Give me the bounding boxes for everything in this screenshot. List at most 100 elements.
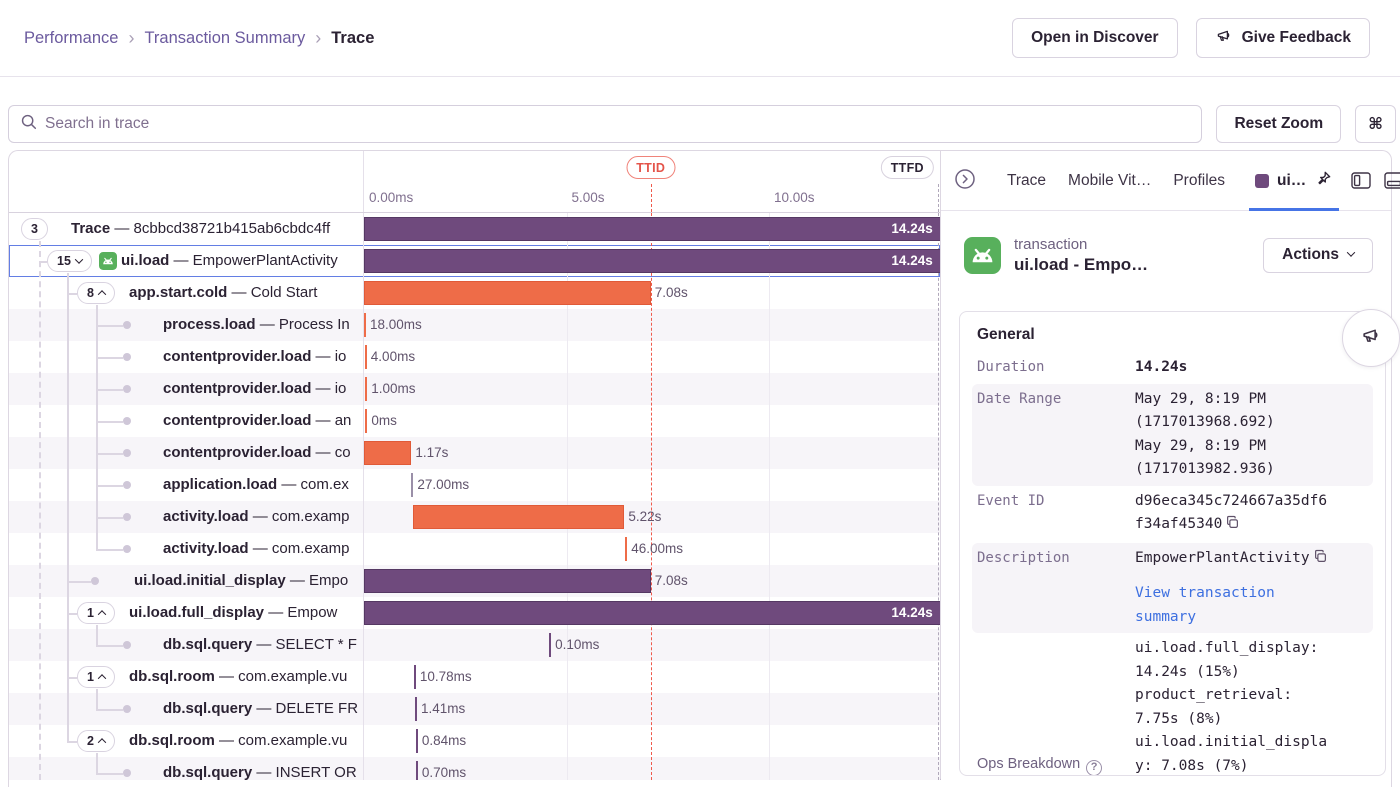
span-duration-bar[interactable]: [364, 281, 651, 305]
search-input[interactable]: [45, 115, 1191, 133]
open-in-discover-button[interactable]: Open in Discover: [1012, 18, 1178, 58]
span-bar-cell[interactable]: 1.00ms: [364, 373, 940, 405]
span-bar-cell[interactable]: 4.00ms: [364, 341, 940, 373]
span-tree-cell[interactable]: contentprovider.load — io: [9, 373, 364, 405]
tab-active-span[interactable]: ui…: [1249, 151, 1340, 211]
span-tree-cell[interactable]: 3 Trace — 8cbbcd38721b415ab6cbdc4ff: [9, 213, 364, 245]
tab-mobile-vit-[interactable]: Mobile Vit…: [1068, 171, 1152, 189]
span-bar-cell[interactable]: 5.22s: [364, 501, 940, 533]
span-duration-bar[interactable]: [364, 601, 940, 625]
span-row-db-sql-room[interactable]: 2 db.sql.room — com.example.vu 0.84ms: [9, 725, 940, 757]
span-duration-bar[interactable]: [415, 729, 418, 753]
child-count-pill[interactable]: 15: [47, 250, 92, 272]
span-row-ui-load[interactable]: 15 ui.load — EmpowerPlantActivity 14.24s: [9, 245, 940, 277]
span-tree-cell[interactable]: 15 ui.load — EmpowerPlantActivity: [9, 245, 364, 277]
span-bar-cell[interactable]: 14.24s: [364, 597, 940, 629]
copy-icon[interactable]: [1313, 549, 1328, 573]
span-row-contentprovider-load[interactable]: contentprovider.load — co 1.17s: [9, 437, 940, 469]
span-bar-cell[interactable]: 7.08s: [364, 565, 940, 597]
shortcut-button[interactable]: ⌘: [1355, 105, 1396, 143]
span-duration-bar[interactable]: [413, 665, 416, 689]
span-tree-cell[interactable]: 1 ui.load.full_display — Empow: [9, 597, 364, 629]
child-count-pill[interactable]: 2: [77, 730, 115, 752]
span-bar-cell[interactable]: 14.24s: [364, 213, 940, 245]
child-count-pill[interactable]: 1: [77, 666, 115, 688]
span-row-db-sql-query[interactable]: db.sql.query — SELECT * F 0.10ms: [9, 629, 940, 661]
span-bar-cell[interactable]: 1.17s: [364, 437, 940, 469]
span-tree-cell[interactable]: ui.load.initial_display — Empo: [9, 565, 364, 597]
span-row-activity-load[interactable]: activity.load — com.examp 5.22s: [9, 501, 940, 533]
span-tree-cell[interactable]: 8 app.start.cold — Cold Start: [9, 277, 364, 309]
span-tree-cell[interactable]: contentprovider.load — co: [9, 437, 364, 469]
feedback-fab[interactable]: [1342, 309, 1400, 367]
span-bar-cell[interactable]: 0.70ms: [364, 757, 940, 780]
span-tree-cell[interactable]: process.load — Process In: [9, 309, 364, 341]
span-duration-bar[interactable]: [365, 377, 368, 401]
span-bar-cell[interactable]: 0.84ms: [364, 725, 940, 757]
span-bar-cell[interactable]: 10.78ms: [364, 661, 940, 693]
span-duration-bar[interactable]: [415, 697, 418, 721]
help-icon[interactable]: ?: [1086, 760, 1103, 775]
search-box[interactable]: [8, 105, 1203, 143]
span-tree-cell[interactable]: 2 db.sql.room — com.example.vu: [9, 725, 364, 757]
span-tree-cell[interactable]: db.sql.query — SELECT * F: [9, 629, 364, 661]
span-duration-bar[interactable]: [365, 409, 368, 433]
span-row-app-start-cold[interactable]: 8 app.start.cold — Cold Start 7.08s: [9, 277, 940, 309]
span-duration-bar[interactable]: [549, 633, 552, 657]
span-bar-cell[interactable]: 14.24s: [364, 245, 940, 277]
actions-button[interactable]: Actions: [1263, 237, 1373, 273]
span-duration-bar[interactable]: [364, 217, 940, 241]
span-duration-bar[interactable]: [364, 345, 367, 369]
child-count-pill[interactable]: 8: [77, 282, 115, 304]
span-row-contentprovider-load[interactable]: contentprovider.load — io 1.00ms: [9, 373, 940, 405]
span-row-db-sql-room[interactable]: 1 db.sql.room — com.example.vu 10.78ms: [9, 661, 940, 693]
span-bar-cell[interactable]: 18.00ms: [364, 309, 940, 341]
span-duration-bar[interactable]: [625, 537, 628, 561]
expand-drawer-button[interactable]: [951, 165, 979, 196]
span-duration-bar[interactable]: [364, 569, 651, 593]
span-row-ui-load-initial-display[interactable]: ui.load.initial_display — Empo 7.08s: [9, 565, 940, 597]
span-bar-cell[interactable]: 46.00ms: [364, 533, 940, 565]
tab-trace[interactable]: Trace: [1007, 171, 1047, 189]
child-count-pill[interactable]: 3: [21, 218, 48, 240]
span-bar-cell[interactable]: 0ms: [364, 405, 940, 437]
span-duration-bar[interactable]: [364, 441, 412, 465]
span-tree-cell[interactable]: contentprovider.load — an: [9, 405, 364, 437]
span-row-contentprovider-load[interactable]: contentprovider.load — an 0ms: [9, 405, 940, 437]
span-tree-cell[interactable]: application.load — com.ex: [9, 469, 364, 501]
span-duration-bar[interactable]: [415, 761, 418, 780]
panel-bottom-icon[interactable]: [1382, 170, 1400, 191]
reset-zoom-button[interactable]: Reset Zoom: [1216, 105, 1342, 143]
span-bar-cell[interactable]: 1.41ms: [364, 693, 940, 725]
span-tree-cell[interactable]: 1 db.sql.room — com.example.vu: [9, 661, 364, 693]
view-transaction-summary-link[interactable]: View transaction summary: [1135, 582, 1368, 629]
span-tree-cell[interactable]: contentprovider.load — io: [9, 341, 364, 373]
span-bar-cell[interactable]: 0.10ms: [364, 629, 940, 661]
span-row-db-sql-query[interactable]: db.sql.query — DELETE FR 1.41ms: [9, 693, 940, 725]
copy-icon[interactable]: [1225, 515, 1240, 539]
child-count-pill[interactable]: 1: [77, 602, 115, 624]
span-duration-bar[interactable]: [364, 313, 366, 337]
breadcrumb-item-transaction-summary[interactable]: Transaction Summary: [144, 28, 306, 47]
span-row-application-load[interactable]: application.load — com.ex 27.00ms: [9, 469, 940, 501]
span-row-ui-load-full-display[interactable]: 1 ui.load.full_display — Empow 14.24s: [9, 597, 940, 629]
tab-profiles[interactable]: Profiles: [1173, 171, 1226, 189]
span-duration-bar[interactable]: [411, 473, 414, 497]
give-feedback-button[interactable]: Give Feedback: [1195, 18, 1370, 58]
span-bar-cell[interactable]: 27.00ms: [364, 469, 940, 501]
panel-left-icon[interactable]: [1349, 170, 1373, 191]
span-duration-bar[interactable]: [413, 505, 625, 529]
span-bar-cell[interactable]: 7.08s: [364, 277, 940, 309]
span-tree-cell[interactable]: db.sql.query — INSERT OR: [9, 757, 364, 780]
span-tree-cell[interactable]: db.sql.query — DELETE FR: [9, 693, 364, 725]
span-row-db-sql-query[interactable]: db.sql.query — INSERT OR 0.70ms: [9, 757, 940, 780]
span-row-activity-load[interactable]: activity.load — com.examp 46.00ms: [9, 533, 940, 565]
span-tree-cell[interactable]: activity.load — com.examp: [9, 501, 364, 533]
span-duration-bar[interactable]: [364, 249, 940, 273]
span-tree-cell[interactable]: activity.load — com.examp: [9, 533, 364, 565]
pin-icon[interactable]: [1314, 169, 1333, 193]
span-row-Trace[interactable]: 3 Trace — 8cbbcd38721b415ab6cbdc4ff 14.24s: [9, 213, 940, 245]
breadcrumb-item-performance[interactable]: Performance: [24, 28, 119, 47]
span-row-process-load[interactable]: process.load — Process In 18.00ms: [9, 309, 940, 341]
span-row-contentprovider-load[interactable]: contentprovider.load — io 4.00ms: [9, 341, 940, 373]
